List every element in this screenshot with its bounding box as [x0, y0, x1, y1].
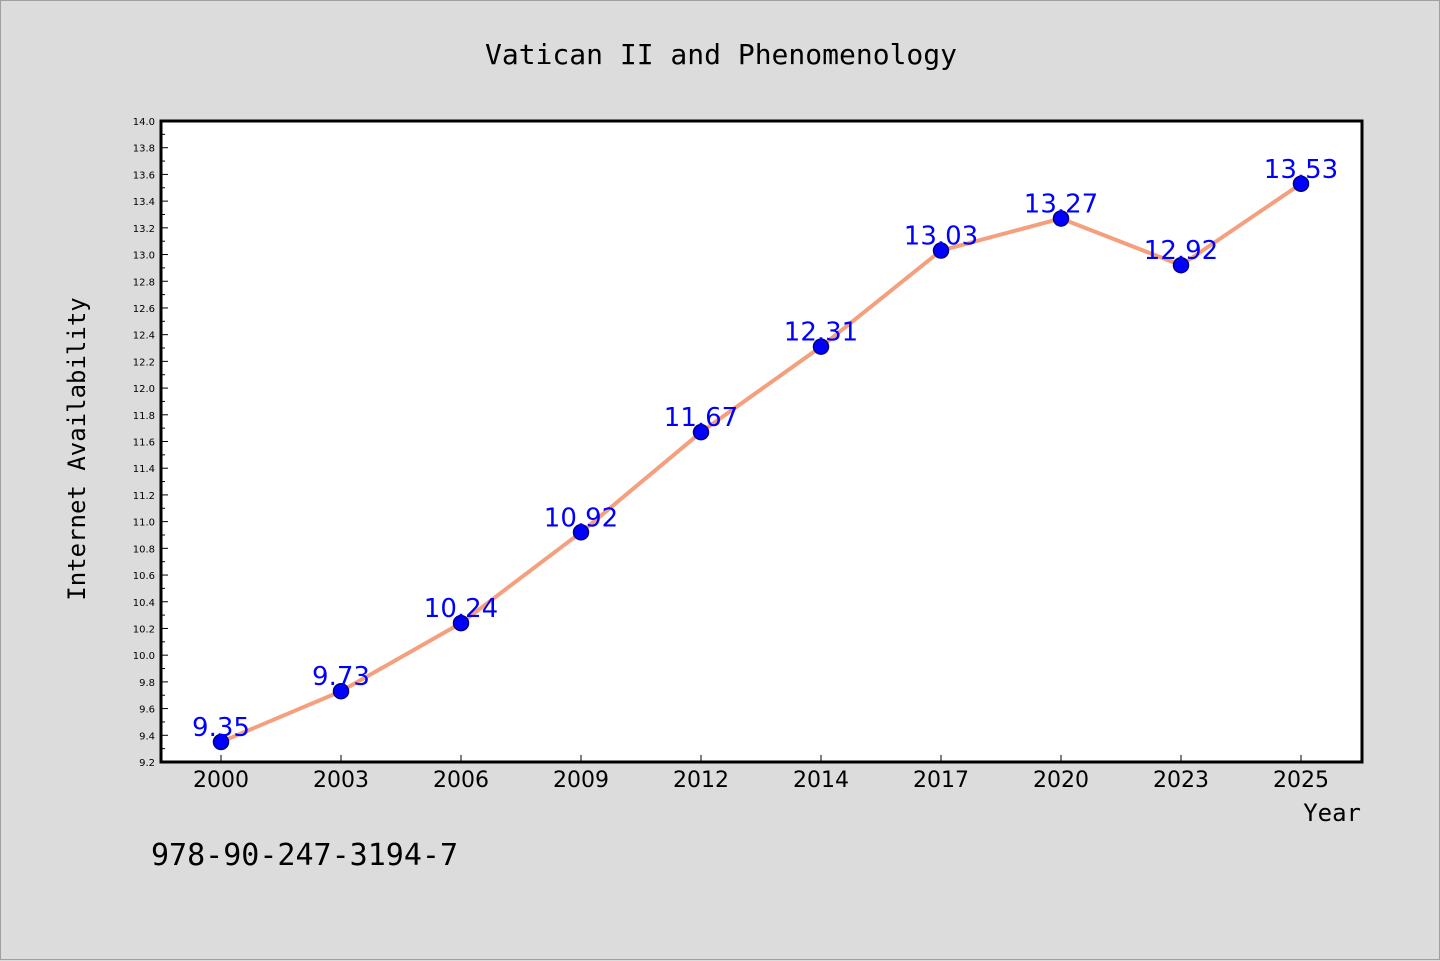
y-tick-label: 12.2 — [133, 357, 155, 368]
data-label: 10.92 — [544, 503, 618, 533]
x-tick-label: 2020 — [1033, 768, 1089, 793]
chart-title: Vatican II and Phenomenology — [485, 38, 957, 71]
data-point — [1172, 256, 1190, 274]
x-tick-label: 2025 — [1273, 768, 1329, 793]
y-tick-label: 11.0 — [133, 518, 155, 529]
x-tick-label: 2023 — [1153, 768, 1209, 793]
y-tick-label: 11.6 — [133, 438, 155, 449]
y-tick-label: 9.2 — [139, 758, 155, 769]
y-tick-label: 10.6 — [133, 571, 155, 582]
y-axis-label: Internet Availability — [63, 297, 91, 600]
y-tick-label: 12.8 — [133, 277, 155, 288]
y-axis-ticks: 9.2 9.4 9.6 9.8 10.0 10.2 10.4 10.6 10.8 11.0 11.2… — [133, 117, 168, 769]
plot-area — [159, 119, 1364, 764]
y-tick-label: 13.2 — [133, 224, 155, 235]
x-tick-label: 2017 — [913, 768, 969, 793]
data-point — [812, 338, 830, 355]
data-label: 11.67 — [664, 403, 738, 433]
x-tick-label: 2003 — [313, 768, 369, 793]
data-label: 13.53 — [1264, 155, 1338, 185]
y-tick-label: 9.8 — [139, 678, 155, 689]
y-tick-label: 12.0 — [133, 384, 155, 395]
y-tick-label: 13.6 — [133, 170, 155, 181]
data-label: 10.24 — [424, 594, 498, 624]
data-labels-group: 9.35 9.73 10.24 10.92 11.67 12.31 13.03 13.27 12… — [192, 155, 1338, 743]
y-tick-label: 14.0 — [133, 117, 155, 128]
data-point — [452, 614, 470, 632]
y-tick-label: 9.6 — [139, 705, 155, 716]
data-label: 9.73 — [312, 662, 370, 692]
x-tick-label: 2012 — [673, 768, 729, 793]
data-label: 9.35 — [192, 713, 250, 743]
x-axis-label: Year — [1303, 799, 1361, 827]
x-tick-label: 2006 — [433, 768, 489, 793]
data-point — [1052, 210, 1070, 227]
x-tick-label: 2014 — [793, 768, 849, 793]
data-label: 12.92 — [1144, 236, 1218, 266]
y-tick-label: 12.4 — [133, 331, 155, 342]
y-tick-label: 13.8 — [133, 144, 155, 155]
x-tick-label: 2009 — [553, 768, 609, 793]
x-axis-ticks: 2000 2003 2006 2009 2012 2014 2017 2020 2023 2025 — [193, 755, 1329, 793]
data-point — [332, 682, 350, 700]
y-tick-label: 11.4 — [133, 464, 155, 475]
y-tick-label: 13.4 — [133, 197, 155, 208]
y-tick-label: 11.8 — [133, 411, 155, 422]
y-tick-label: 9.4 — [139, 731, 155, 742]
y-tick-label: 11.2 — [133, 491, 155, 502]
y-tick-label: 13.0 — [133, 251, 155, 262]
data-point — [572, 524, 590, 541]
y-tick-label: 10.8 — [133, 544, 155, 555]
y-tick-label: 10.0 — [133, 651, 155, 662]
data-label: 13.27 — [1024, 189, 1098, 219]
series-group — [212, 175, 1310, 751]
footer-isbn: 978-90-247-3194-7 — [151, 838, 458, 873]
data-point — [692, 423, 710, 441]
data-label: 13.03 — [904, 222, 978, 252]
data-point — [1292, 175, 1310, 193]
x-tick-label: 2000 — [193, 768, 249, 793]
y-tick-label: 10.2 — [133, 624, 155, 635]
series-line — [219, 181, 1303, 744]
y-tick-label: 10.4 — [133, 598, 155, 609]
data-label: 12.31 — [784, 318, 858, 348]
data-point — [932, 242, 950, 259]
y-tick-label: 12.6 — [133, 304, 155, 315]
data-point — [212, 733, 230, 751]
